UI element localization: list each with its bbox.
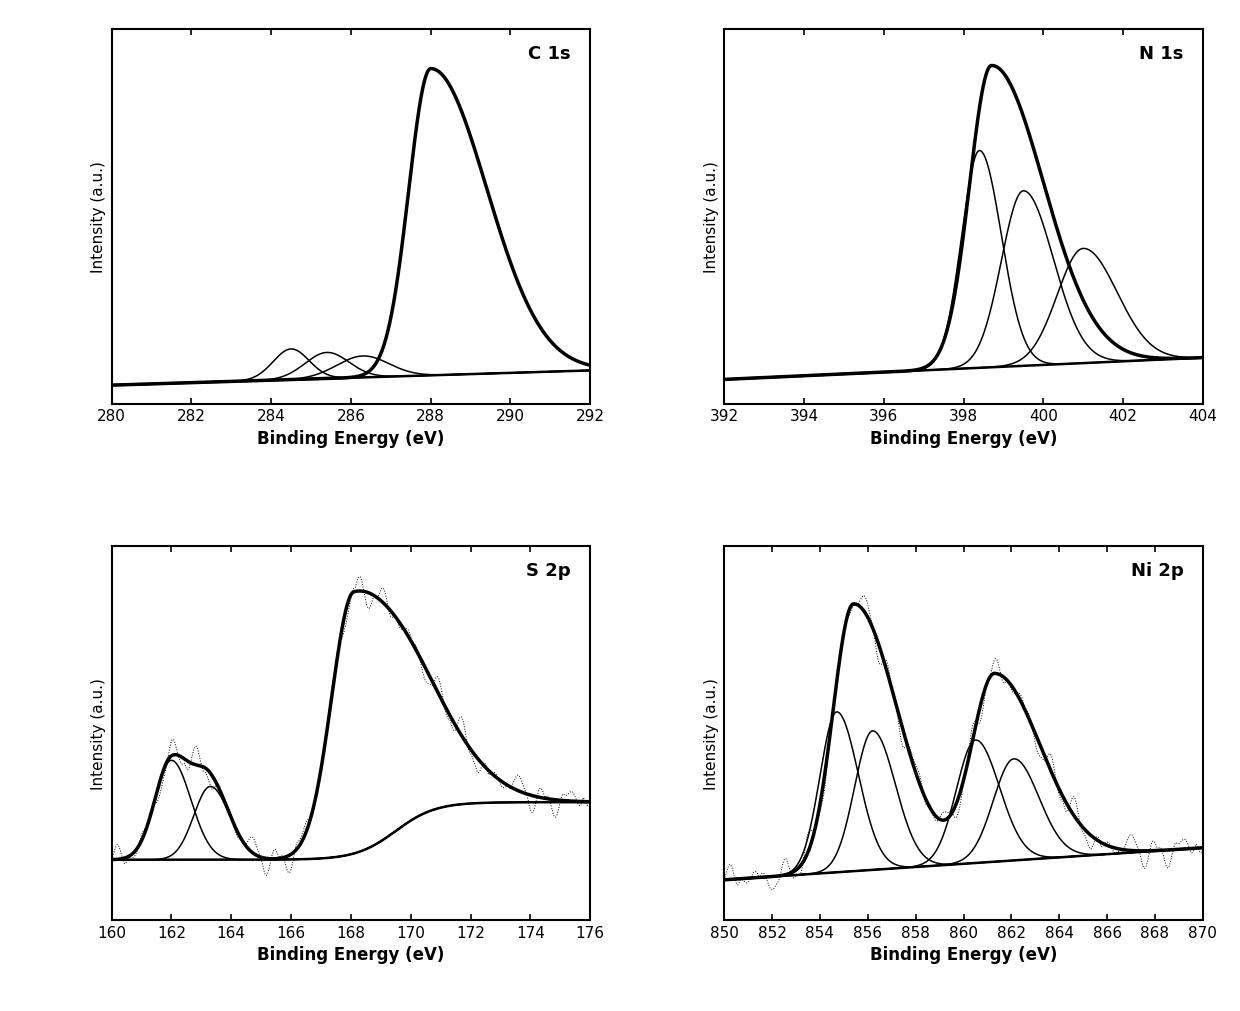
Text: C 1s: C 1s <box>528 45 572 64</box>
Y-axis label: Intensity (a.u.): Intensity (a.u.) <box>703 162 719 273</box>
X-axis label: Binding Energy (eV): Binding Energy (eV) <box>257 430 445 448</box>
X-axis label: Binding Energy (eV): Binding Energy (eV) <box>869 945 1058 963</box>
Y-axis label: Intensity (a.u.): Intensity (a.u.) <box>91 677 107 789</box>
X-axis label: Binding Energy (eV): Binding Energy (eV) <box>257 945 445 963</box>
Text: N 1s: N 1s <box>1140 45 1184 64</box>
Text: S 2p: S 2p <box>527 561 572 579</box>
X-axis label: Binding Energy (eV): Binding Energy (eV) <box>869 430 1058 448</box>
Y-axis label: Intensity (a.u.): Intensity (a.u.) <box>703 677 719 789</box>
Y-axis label: Intensity (a.u.): Intensity (a.u.) <box>91 162 107 273</box>
Text: Ni 2p: Ni 2p <box>1131 561 1184 579</box>
